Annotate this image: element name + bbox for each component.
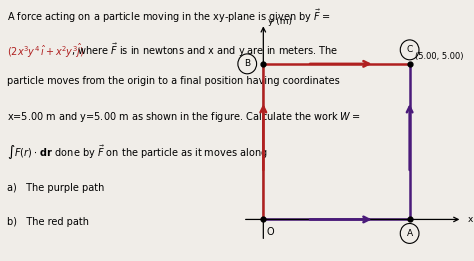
Text: y (m): y (m) xyxy=(268,17,292,26)
Text: C: C xyxy=(407,45,413,54)
Text: B: B xyxy=(244,59,250,68)
Text: O: O xyxy=(266,227,274,237)
Text: A force acting on a particle moving in the xy-plane is given by $\vec{F}=$: A force acting on a particle moving in t… xyxy=(7,8,331,25)
Text: A: A xyxy=(407,229,413,238)
Text: $(2x^3y^4\,\hat{\imath} + x^2y^3\hat{j})$: $(2x^3y^4\,\hat{\imath} + x^2y^3\hat{j})… xyxy=(7,42,85,60)
Text: $\int F(r)\cdot\,\mathbf{dr}$ done by $\vec{F}$ on the particle as it moves alon: $\int F(r)\cdot\,\mathbf{dr}$ done by $\… xyxy=(7,144,268,162)
Text: particle moves from the origin to a final position having coordinates: particle moves from the origin to a fina… xyxy=(7,76,340,86)
Text: a)   The purple path: a) The purple path xyxy=(7,183,105,193)
Text: , where $\vec{F}$ is in newtons and x and y are in meters. The: , where $\vec{F}$ is in newtons and x an… xyxy=(71,42,338,59)
Text: (5.00, 5.00): (5.00, 5.00) xyxy=(416,52,464,61)
Text: x (m): x (m) xyxy=(468,215,474,224)
Text: b)   The red path: b) The red path xyxy=(7,217,89,227)
Text: x=5.00 m and y=5.00 m as shown in the figure. Calculate the work $W=$: x=5.00 m and y=5.00 m as shown in the fi… xyxy=(7,110,361,124)
